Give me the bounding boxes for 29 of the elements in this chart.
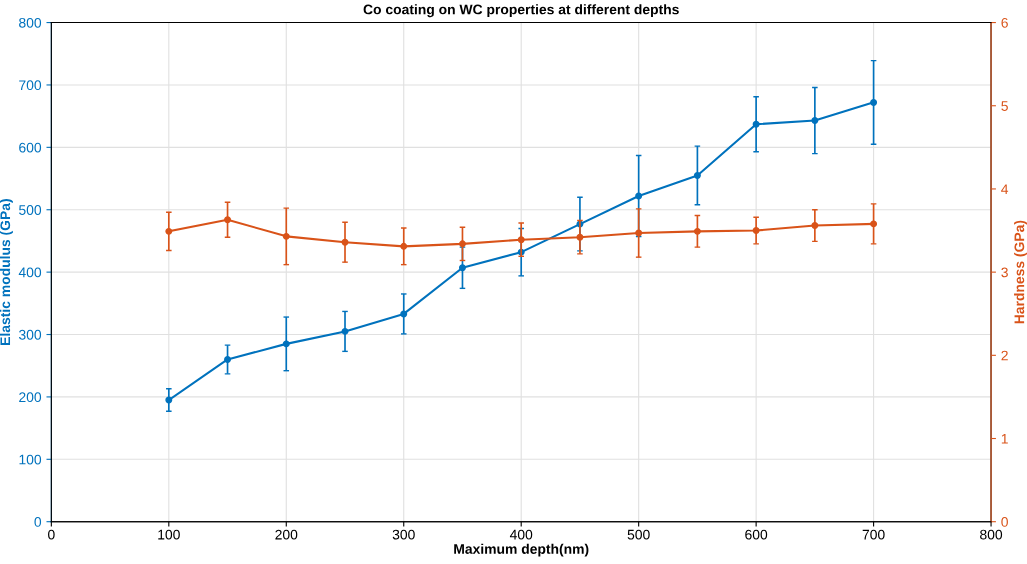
- y-tick-label: 500: [19, 205, 42, 215]
- y2-tick-label: 3: [1001, 267, 1008, 278]
- y2-tick-label: 2: [1001, 350, 1008, 361]
- x-tick-label: 700: [862, 529, 885, 540]
- y2-tick-label: 4: [1001, 184, 1009, 194]
- x-tick-label: 300: [392, 529, 415, 540]
- x-tick-label: 600: [745, 529, 768, 540]
- x-tick-label: 800: [980, 529, 1003, 540]
- y2-axis-title: Hardness (GPa): [1014, 220, 1027, 324]
- y2-tick-label: 6: [1001, 17, 1008, 28]
- x-axis-title: Maximum depth(nm): [454, 543, 589, 557]
- x-tick-label: 100: [158, 529, 180, 540]
- y2-tick-label: 5: [1001, 101, 1008, 111]
- x-tick-label: 0: [48, 529, 55, 540]
- y-tick-label: 800: [19, 17, 42, 28]
- y2-tick-label: 0: [1001, 517, 1008, 527]
- y-tick-label: 200: [19, 392, 42, 403]
- y-tick-label: 400: [18, 267, 42, 278]
- x-tick-label: 400: [509, 529, 533, 540]
- y-tick-label: 700: [19, 80, 42, 91]
- x-tick-label: 500: [627, 529, 650, 540]
- x-tick-label: 200: [275, 529, 298, 540]
- y-tick-label: 0: [34, 517, 42, 527]
- y2-tick-label: 1: [1001, 433, 1008, 444]
- chart-title: Co coating on WC properties at different depths: [363, 4, 679, 18]
- y-tick-label: 100: [19, 454, 42, 465]
- y-tick-label: 300: [18, 329, 42, 340]
- y-axis-title: Elastic modulus (GPa): [0, 199, 13, 345]
- y-tick-label: 600: [19, 142, 42, 153]
